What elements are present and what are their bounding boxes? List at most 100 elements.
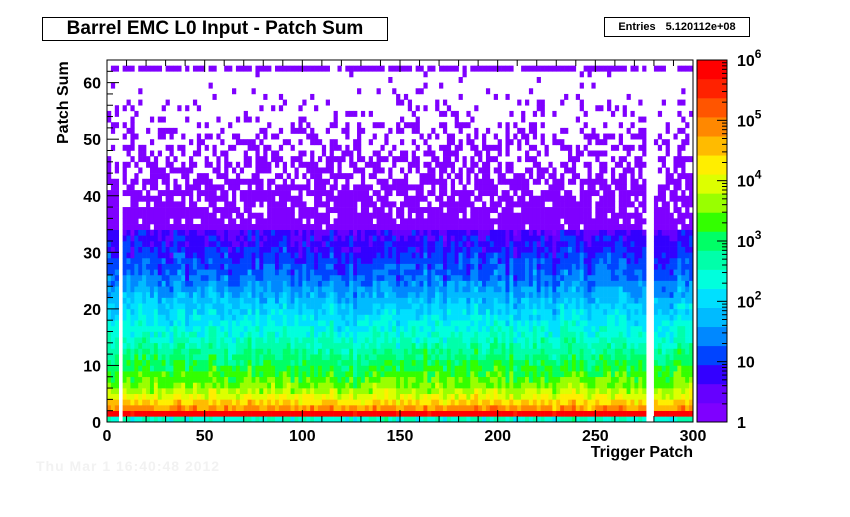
heatmap-cell: [161, 291, 166, 298]
heatmap-cell: [177, 342, 182, 349]
heatmap-cell: [149, 241, 155, 247]
heatmap-cell: [208, 218, 213, 225]
heatmap-cell: [439, 246, 444, 253]
heatmap-cell: [192, 257, 198, 264]
heatmap-cell: [298, 241, 303, 247]
heatmap-cell: [110, 65, 116, 72]
heatmap-cell: [454, 65, 459, 72]
heatmap-cell: [458, 201, 463, 208]
heatmap-cell: [286, 337, 291, 344]
heatmap-cell: [216, 269, 221, 276]
heatmap-cell: [157, 252, 162, 259]
heatmap-cell: [450, 303, 455, 310]
heatmap-cell: [294, 241, 299, 247]
heatmap-cell: [403, 156, 409, 163]
heatmap-cell: [462, 252, 467, 259]
heatmap-cell: [243, 195, 248, 202]
heatmap-cell: [274, 257, 280, 264]
heatmap-cell: [134, 342, 139, 349]
heatmap-cell: [290, 286, 295, 293]
heatmap-cell: [423, 263, 428, 270]
heatmap-cell: [521, 274, 526, 281]
heatmap-cell: [122, 263, 127, 270]
heatmap-cell: [345, 207, 350, 214]
heatmap-cell: [400, 348, 405, 355]
heatmap-cell: [442, 371, 448, 378]
heatmap-cell: [509, 410, 514, 417]
heatmap-cell: [235, 393, 241, 400]
heatmap-cell: [146, 337, 151, 344]
heatmap-cell: [353, 359, 358, 366]
heatmap-cell: [380, 405, 385, 411]
heatmap-cell: [173, 354, 178, 361]
heatmap-cell: [149, 235, 155, 242]
heatmap-cell: [337, 297, 342, 304]
heatmap-cell: [321, 212, 327, 219]
heatmap-cell: [263, 150, 268, 157]
heatmap-cell: [333, 257, 338, 264]
heatmap-cell: [321, 274, 327, 281]
heatmap-cell: [349, 405, 354, 411]
heatmap-cell: [157, 190, 162, 197]
heatmap-cell: [138, 371, 143, 378]
heatmap-cell: [220, 405, 225, 411]
heatmap-cell: [462, 410, 467, 417]
heatmap-cell: [411, 201, 416, 208]
heatmap-cell: [196, 291, 202, 298]
heatmap-cell: [439, 252, 444, 259]
heatmap-cell: [446, 144, 452, 151]
heatmap-cell: [345, 235, 350, 242]
heatmap-cell: [306, 291, 311, 298]
heatmap-cell: [329, 365, 334, 372]
heatmap-cell: [165, 173, 170, 180]
heatmap-cell: [458, 365, 463, 372]
heatmap-cell: [153, 252, 159, 259]
heatmap-cell: [321, 303, 327, 310]
heatmap-cell: [513, 190, 518, 197]
heatmap-cell: [466, 246, 471, 253]
heatmap-cell: [368, 303, 373, 310]
heatmap-cell: [181, 133, 186, 140]
heatmap-cell: [110, 178, 116, 185]
heatmap-cell: [224, 393, 229, 400]
heatmap-cell: [114, 342, 120, 349]
heatmap-cell: [376, 229, 381, 236]
heatmap-cell: [380, 365, 385, 372]
heatmap-cell: [181, 382, 186, 389]
heatmap-cell: [181, 167, 186, 174]
heatmap-cell: [489, 388, 495, 395]
heatmap-cell: [263, 393, 268, 400]
heatmap-cell: [501, 342, 506, 349]
heatmap-cell: [376, 410, 381, 417]
heatmap-cell: [208, 359, 213, 366]
heatmap-cell: [400, 235, 405, 242]
heatmap-cell: [286, 224, 291, 230]
heatmap-cell: [208, 246, 213, 253]
heatmap-cell: [462, 235, 467, 242]
heatmap-cell: [157, 207, 162, 214]
heatmap-cell: [235, 224, 241, 230]
heatmap-cell: [493, 229, 498, 236]
heatmap-cell: [368, 416, 373, 423]
heatmap-cell: [349, 320, 354, 327]
heatmap-cell: [411, 348, 416, 355]
heatmap-cell: [454, 173, 459, 180]
heatmap-cell: [243, 320, 248, 327]
heatmap-cell: [247, 348, 252, 355]
heatmap-cell: [232, 229, 237, 236]
heatmap-cell: [196, 195, 202, 202]
heatmap-cell: [349, 246, 354, 253]
heatmap-cell: [321, 337, 327, 344]
heatmap-cell: [290, 416, 295, 423]
heatmap-cell: [114, 359, 120, 366]
heatmap-cell: [138, 190, 143, 197]
heatmap-cell: [165, 241, 170, 247]
heatmap-cell: [255, 269, 260, 276]
heatmap-cell: [411, 405, 416, 411]
heatmap-cell: [153, 382, 159, 389]
heatmap-cell: [298, 365, 303, 372]
heatmap-cell: [450, 410, 455, 417]
heatmap-cell: [364, 280, 370, 287]
heatmap-cell: [294, 331, 299, 338]
heatmap-cell: [142, 359, 147, 366]
